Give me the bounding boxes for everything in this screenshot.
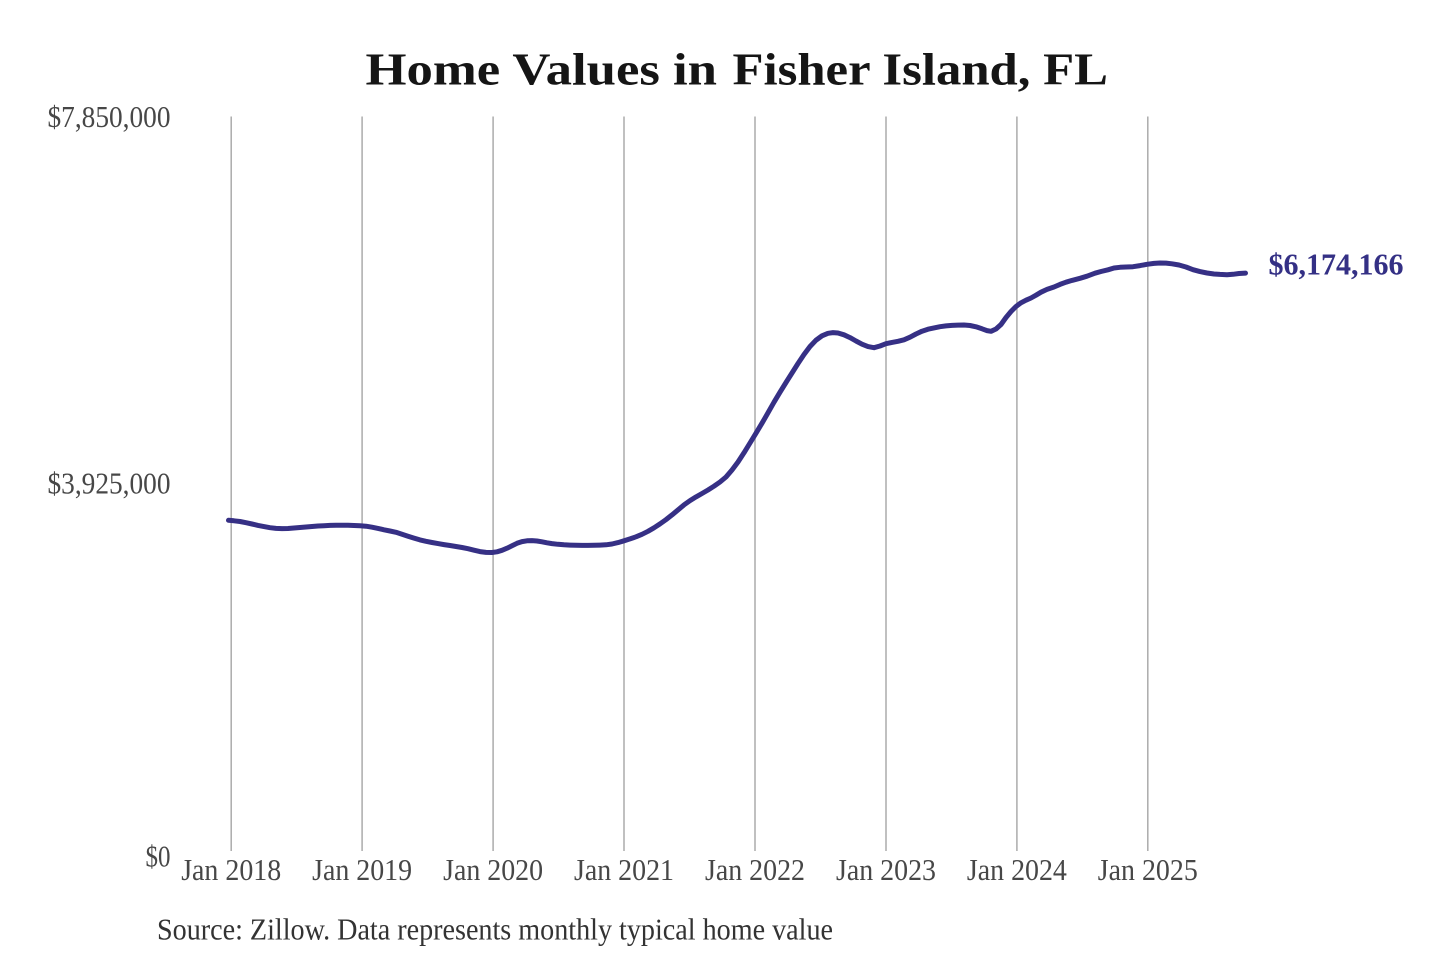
svg-text:Fisher Island, FL: Fisher Island, FL bbox=[733, 44, 1109, 95]
svg-text:Jan 2022: Jan 2022 bbox=[705, 852, 805, 887]
svg-text:Jan 2023: Jan 2023 bbox=[836, 852, 936, 887]
svg-text:Jan 2025: Jan 2025 bbox=[1098, 852, 1198, 887]
svg-text:Source: Zillow. Data represent: Source: Zillow. Data represents monthly … bbox=[157, 912, 833, 947]
svg-text:Jan 2019: Jan 2019 bbox=[312, 852, 412, 887]
svg-text:Jan 2018: Jan 2018 bbox=[181, 852, 281, 887]
svg-text:Jan 2021: Jan 2021 bbox=[574, 852, 674, 887]
svg-text:Home Values in: Home Values in bbox=[366, 44, 718, 95]
svg-text:Jan 2020: Jan 2020 bbox=[443, 852, 543, 887]
svg-text:Jan 2024: Jan 2024 bbox=[967, 852, 1067, 887]
svg-text:$3,925,000: $3,925,000 bbox=[48, 466, 171, 501]
svg-text:$6,174,166: $6,174,166 bbox=[1269, 247, 1404, 282]
svg-text:$0: $0 bbox=[146, 839, 171, 874]
svg-text:$7,850,000: $7,850,000 bbox=[48, 99, 171, 134]
